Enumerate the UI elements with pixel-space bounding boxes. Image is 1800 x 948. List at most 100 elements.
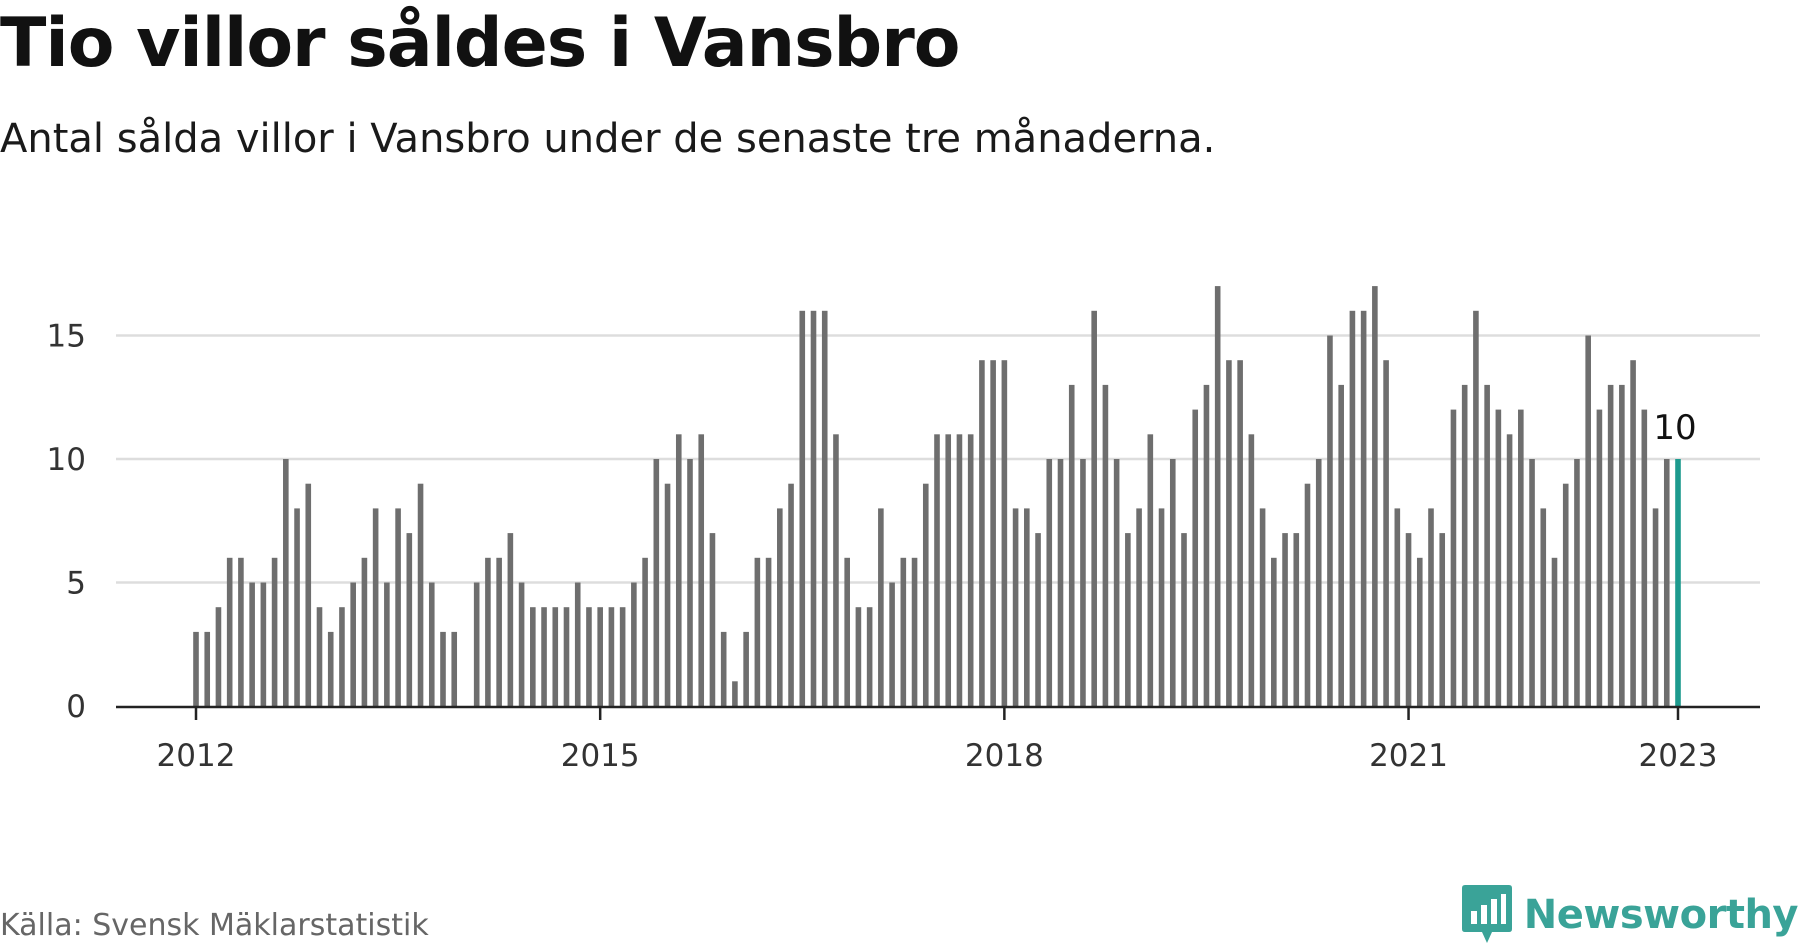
bar	[283, 459, 289, 706]
bar	[1327, 335, 1333, 706]
bar	[855, 607, 862, 706]
bar	[574, 582, 581, 706]
bar	[642, 557, 648, 706]
bar	[709, 533, 716, 706]
bar-highlight	[1675, 459, 1681, 706]
bar	[204, 631, 211, 706]
bar	[271, 557, 278, 706]
bar	[316, 607, 323, 706]
bar	[765, 557, 772, 706]
bar	[1585, 335, 1591, 706]
bar	[1091, 310, 1097, 706]
bar	[900, 557, 907, 706]
bar	[1282, 533, 1288, 706]
bar	[563, 607, 570, 706]
bar	[911, 557, 918, 706]
bar	[631, 582, 637, 706]
bar	[608, 607, 615, 706]
bar	[1562, 483, 1569, 706]
bar	[1259, 508, 1266, 706]
bar	[866, 607, 873, 706]
bar	[350, 582, 356, 706]
brand-name: Newsworthy	[1523, 892, 1799, 938]
bar	[1068, 384, 1075, 706]
bar	[967, 434, 974, 706]
newsworthy-logo-icon	[1461, 885, 1512, 943]
bar	[788, 483, 794, 706]
bar	[1125, 533, 1131, 706]
bar	[720, 631, 727, 706]
x-tick-label: 2021	[1369, 738, 1448, 774]
bar	[844, 557, 850, 706]
bar	[530, 607, 536, 706]
axes	[116, 705, 1760, 720]
bar	[1495, 409, 1502, 706]
bar	[1203, 384, 1210, 706]
bar	[945, 434, 952, 706]
bar	[339, 607, 345, 706]
bar	[1663, 459, 1670, 706]
bar	[417, 483, 424, 706]
bar	[1405, 533, 1412, 706]
bar	[507, 533, 514, 706]
bar	[698, 434, 705, 706]
bar	[1439, 533, 1446, 706]
bar	[518, 582, 525, 706]
bar	[1383, 360, 1389, 706]
labels: 0 5 10 15 2012 2015 2018 2021 2023 10	[47, 319, 1718, 775]
bar	[1271, 557, 1277, 706]
bar	[327, 631, 334, 706]
bar	[777, 508, 783, 706]
bar	[1607, 384, 1614, 706]
bar	[1473, 310, 1479, 706]
y-tick-label: 0	[66, 689, 86, 725]
bar	[1484, 384, 1490, 706]
bar	[878, 508, 884, 706]
bar	[372, 508, 379, 706]
bar	[226, 557, 233, 706]
bar	[597, 607, 603, 706]
bar	[1248, 434, 1255, 706]
x-tick-label: 2012	[157, 738, 236, 774]
bar	[1080, 459, 1086, 706]
bar	[440, 631, 446, 706]
bar	[294, 508, 300, 706]
bar	[979, 360, 985, 706]
bar	[260, 582, 267, 706]
bar	[1012, 508, 1019, 706]
bar	[1293, 533, 1300, 706]
bar	[1574, 459, 1580, 706]
bar	[1349, 310, 1356, 706]
bar	[1529, 459, 1535, 706]
bar	[406, 533, 413, 706]
bar	[1237, 360, 1243, 706]
bar	[305, 483, 312, 706]
bar	[384, 582, 390, 706]
bar	[1540, 508, 1547, 706]
bar	[799, 310, 806, 706]
bar	[1046, 459, 1053, 706]
brand: Newsworthy	[1461, 885, 1799, 945]
bar	[1226, 360, 1232, 706]
bar	[1506, 434, 1513, 706]
bar	[1181, 533, 1187, 706]
bar	[1372, 286, 1378, 706]
bar	[1035, 533, 1041, 706]
bar	[833, 434, 839, 706]
bar	[541, 607, 547, 706]
chart-subtitle: Antal sålda villor i Vansbro under de se…	[0, 116, 1216, 162]
bar	[496, 557, 502, 706]
bar	[1113, 459, 1120, 706]
bar	[1024, 508, 1030, 706]
bar	[1428, 508, 1434, 706]
bar	[1630, 360, 1636, 706]
bar	[1102, 384, 1109, 706]
bar	[395, 508, 401, 706]
x-tick-label: 2018	[965, 738, 1044, 774]
bars	[193, 286, 1681, 706]
bar	[1315, 459, 1322, 706]
bar	[664, 483, 671, 706]
bar	[990, 360, 996, 706]
bar	[675, 434, 682, 706]
bar-chart: 0 5 10 15 2012 2015 2018 2021 2023 10	[47, 286, 1760, 775]
